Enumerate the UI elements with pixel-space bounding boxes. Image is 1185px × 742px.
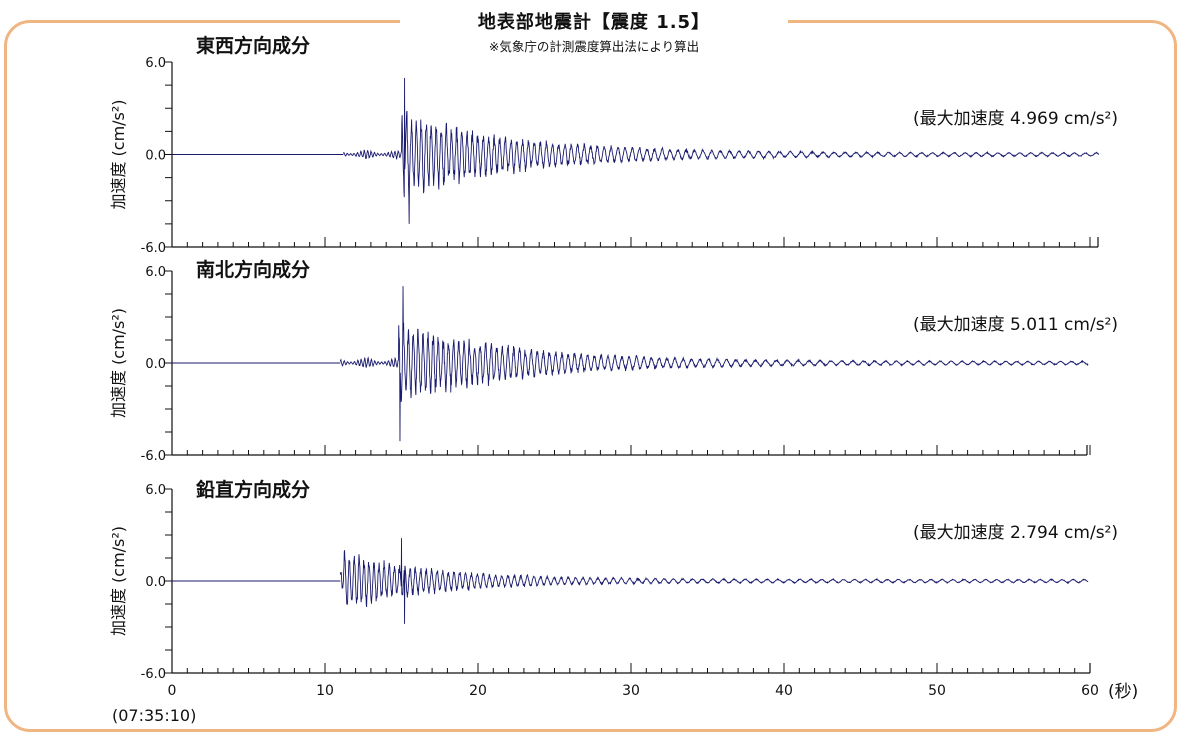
panel-title: 南北方向成分 xyxy=(196,258,310,281)
y-tick-label: -6.0 xyxy=(141,667,166,682)
x-unit-label: (秒) xyxy=(1108,682,1138,702)
waveform-series xyxy=(339,538,1089,624)
max-acceleration-annotation: (最大加速度 2.794 cm/s²) xyxy=(913,523,1118,543)
y-tick-label: 6.0 xyxy=(145,265,166,280)
x-tick-label: 50 xyxy=(928,683,946,699)
max-acceleration-annotation: (最大加速度 4.969 cm/s²) xyxy=(913,109,1118,129)
max-acceleration-annotation: (最大加速度 5.011 cm/s²) xyxy=(913,315,1118,335)
chart-title: 地表部地震計【震度 1.5】 xyxy=(477,12,711,33)
x-tick-label: 30 xyxy=(622,683,640,699)
y-tick-label: -6.0 xyxy=(141,241,166,256)
panel-title: 東西方向成分 xyxy=(196,34,310,57)
y-tick-label: 6.0 xyxy=(145,56,166,71)
header: 地表部地震計【震度 1.5】 ※気象庁の計測震度算出法により算出 xyxy=(400,0,788,58)
y-tick-label: 0.0 xyxy=(145,575,166,590)
x-tick-label: 10 xyxy=(316,683,334,699)
start-time-label: (07:35:10) xyxy=(112,706,196,725)
waveform-series xyxy=(339,286,1089,442)
y-tick-label: -6.0 xyxy=(141,449,166,464)
y-axis-label: 加速度 (cm/s²) xyxy=(109,526,128,636)
chart-subtitle: ※気象庁の計測震度算出法により算出 xyxy=(488,39,700,54)
waveform-series xyxy=(342,77,1100,224)
y-tick-label: 0.0 xyxy=(145,357,166,372)
y-axis-label: 加速度 (cm/s²) xyxy=(109,99,128,209)
y-axis-label: 加速度 (cm/s²) xyxy=(109,308,128,418)
x-tick-label: 0 xyxy=(168,683,177,699)
x-tick-label: 20 xyxy=(469,683,487,699)
x-tick-label: 40 xyxy=(775,683,793,699)
panel-title: 鉛直方向成分 xyxy=(196,478,310,501)
x-tick-label: 60 xyxy=(1081,683,1099,699)
y-tick-label: 0.0 xyxy=(145,149,166,164)
y-tick-label: 6.0 xyxy=(145,483,166,498)
